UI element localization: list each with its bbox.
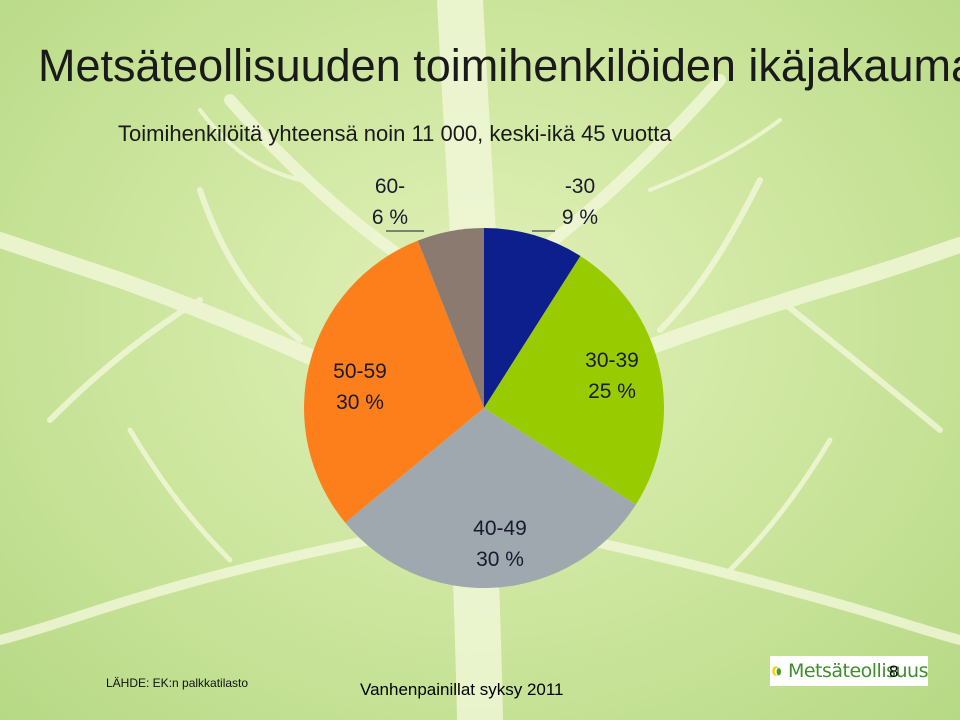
slice-percent-label-4049: 30 % <box>476 548 524 571</box>
slice-percent-label-5059: 30 % <box>336 391 384 414</box>
metsateollisuus-logo: Metsäteollisuus <box>770 656 929 686</box>
slice-category-label-4049: 40-49 <box>473 517 527 540</box>
pie-slice-30 <box>484 228 581 408</box>
pie-slice-4049 <box>345 408 636 588</box>
footer-text: Vanhenpainillat syksy 2011 <box>360 680 564 699</box>
logo-wordmark: Metsäteollisuus <box>787 660 929 682</box>
page-number: 8 <box>889 662 899 681</box>
leaf-logo-icon <box>772 666 782 676</box>
slice-category-label-30: -30 <box>565 175 595 198</box>
pie-slice-3039 <box>484 256 664 505</box>
slide-subtitle: Toimihenkilöitä yhteensä noin 11 000, ke… <box>118 121 672 146</box>
slice-percent-label-60: 6 % <box>372 206 408 229</box>
slice-category-label-60: 60- <box>375 175 405 198</box>
slide-title: Metsäteollisuuden toimihenkilöiden ikäja… <box>38 40 960 91</box>
source-note: LÄHDE: EK:n palkkatilasto <box>106 676 249 690</box>
slice-category-label-3039: 30-39 <box>585 349 639 372</box>
slice-percent-label-30: 9 % <box>562 206 598 229</box>
pie-slice-60 <box>417 228 484 408</box>
pie-slice-5059 <box>303 240 484 523</box>
slice-category-label-5059: 50-59 <box>333 360 387 383</box>
slice-percent-label-3039: 25 % <box>588 380 636 403</box>
